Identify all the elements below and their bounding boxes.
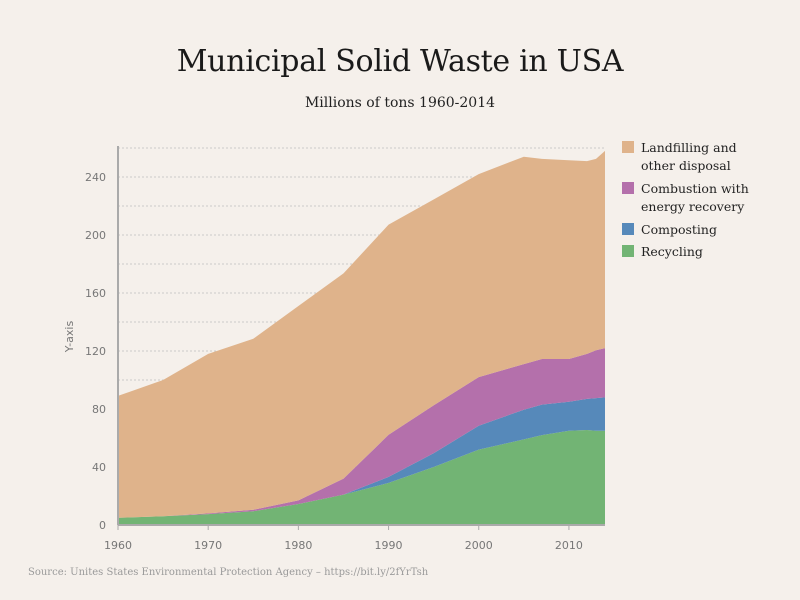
source-note: Source: Unites States Environmental Prot… (28, 567, 429, 578)
legend-label: Composting (641, 222, 717, 237)
y-tick-label: 240 (85, 171, 106, 184)
x-tick-label: 1970 (194, 539, 222, 552)
y-tick-label: 160 (85, 287, 106, 300)
legend-swatch (622, 182, 634, 194)
x-tick-label: 1990 (375, 539, 403, 552)
chart-title: Municipal Solid Waste in USA (176, 44, 624, 79)
y-tick-label: 0 (99, 519, 106, 532)
axes: 0 40 80 120 160 200 240 1960 1970 1980 1990 2000 201… (63, 146, 605, 552)
x-tick-label: 2010 (555, 539, 583, 552)
area-recycling (118, 430, 605, 525)
x-tick-label: 1960 (104, 539, 132, 552)
legend-swatch (622, 141, 634, 153)
legend: Landfilling and other disposal Combustion … (622, 140, 749, 259)
y-axis-title: Y-axis (63, 321, 76, 354)
legend-item: Combustion with energy recovery (622, 181, 749, 214)
area-combustion-with-energy-recovery (118, 348, 605, 518)
y-tick-label: 40 (92, 461, 106, 474)
x-tick-label: 2000 (465, 539, 493, 552)
legend-swatch (622, 223, 634, 235)
legend-item: Recycling (622, 244, 703, 259)
x-tick-label: 1980 (284, 539, 312, 552)
legend-item: Composting (622, 222, 717, 237)
area-landfilling-and-other-disposal (118, 150, 605, 518)
y-tick-label: 200 (85, 229, 106, 242)
legend-item: Landfilling and other disposal (622, 140, 737, 173)
y-tick-label: 120 (85, 345, 106, 358)
area-series (118, 150, 605, 525)
legend-label: Landfilling and other disposal (641, 140, 737, 173)
y-tick-label: 80 (92, 403, 106, 416)
chart-subtitle: Millions of tons 1960-2014 (304, 95, 496, 111)
area-composting (118, 397, 605, 518)
legend-swatch (622, 245, 634, 257)
legend-label: Combustion with energy recovery (641, 181, 749, 214)
legend-label: Recycling (641, 244, 703, 259)
